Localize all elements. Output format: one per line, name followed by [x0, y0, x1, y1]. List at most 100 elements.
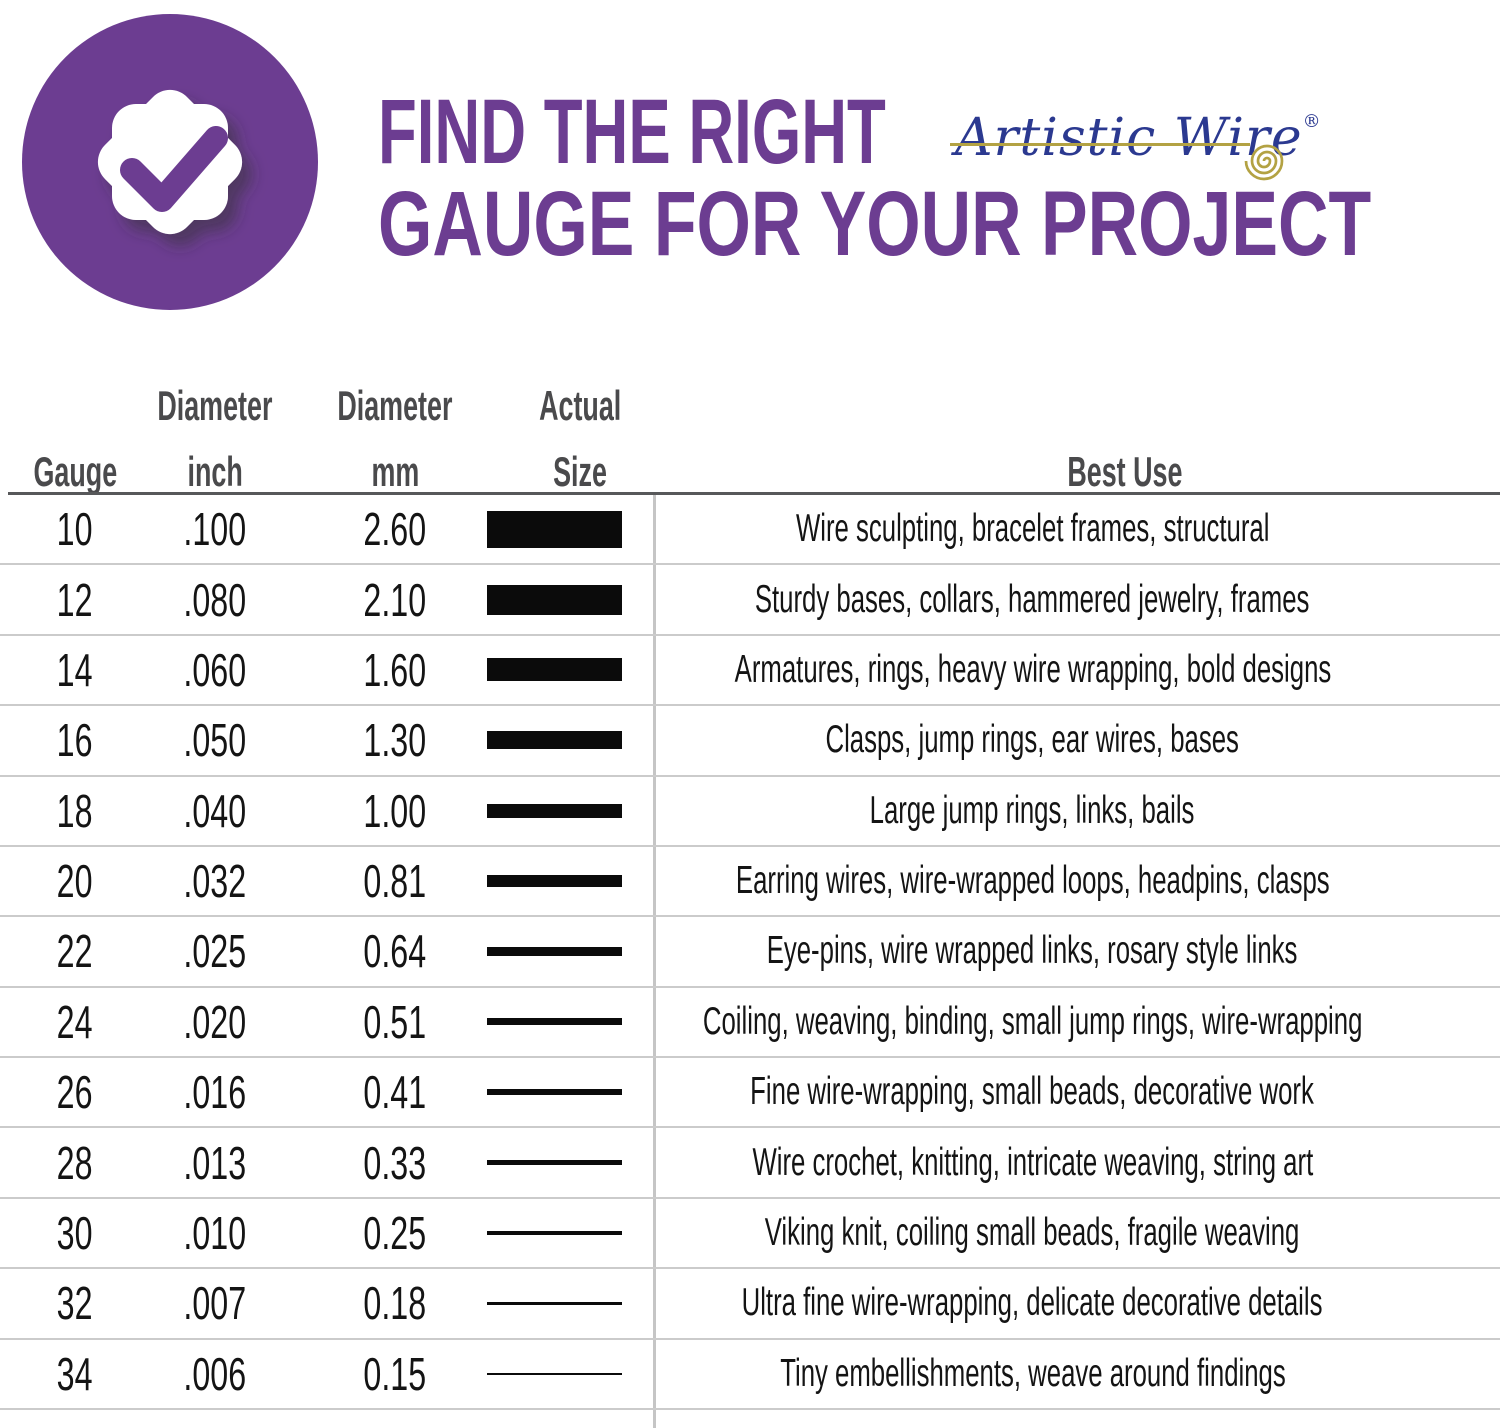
- page-title: FIND THE RIGHT GAUGE FOR YOUR PROJECT: [378, 86, 1500, 270]
- actual-size-cell: [487, 636, 622, 704]
- actual-size-bar: [487, 1230, 622, 1235]
- diameter-mm-cell: 2.60: [330, 495, 460, 563]
- diameter-mm-value: 0.15: [363, 1347, 427, 1400]
- gauge-value: 34: [57, 1347, 93, 1400]
- best-use-value: Armatures, rings, heavy wire wrapping, b…: [734, 647, 1331, 691]
- diameter-inch-cell: .032: [150, 847, 280, 915]
- table-row: 22 .025 0.64 Eye-pins, wire wrapped link…: [0, 917, 1500, 988]
- gauge-value: 16: [57, 714, 93, 767]
- header-underline: [8, 492, 1500, 495]
- gauge-cell: 34: [20, 1340, 130, 1408]
- title-line-2: GAUGE FOR YOUR PROJECT: [378, 173, 1372, 275]
- diameter-mm-cell: 1.00: [330, 777, 460, 845]
- actual-size-bar: [487, 510, 622, 548]
- diameter-mm-cell: 2.10: [330, 565, 460, 633]
- diameter-mm-value: 0.51: [363, 995, 427, 1048]
- diameter-inch-value: .006: [183, 1347, 247, 1400]
- gauge-value: 22: [57, 925, 93, 978]
- best-use-value: Viking knit, coiling small beads, fragil…: [765, 1210, 1300, 1254]
- diameter-inch-cell: .025: [150, 917, 280, 985]
- col-header-size: Size: [553, 448, 608, 495]
- gauge-cell: 26: [20, 1058, 130, 1126]
- gauge-cell: 14: [20, 636, 130, 704]
- diameter-mm-value: 0.33: [363, 1136, 427, 1189]
- diameter-inch-cell: .007: [150, 1269, 280, 1337]
- best-use-value: Ultra fine wire-wrapping, delicate decor…: [742, 1281, 1323, 1325]
- diameter-inch-value: .100: [183, 503, 247, 556]
- col-header-gauge: Gauge: [33, 448, 117, 495]
- actual-size-cell: [487, 777, 622, 845]
- diameter-mm-value: 0.25: [363, 1206, 427, 1259]
- actual-size-cell: [487, 847, 622, 915]
- diameter-mm-value: 1.30: [363, 714, 427, 767]
- col-header-actual-top: Actual: [539, 382, 622, 429]
- diameter-inch-cell: .080: [150, 565, 280, 633]
- gauge-cell: 30: [20, 1199, 130, 1267]
- gauge-cell: 12: [20, 565, 130, 633]
- gauge-cell: 18: [20, 777, 130, 845]
- diameter-inch-value: .016: [183, 1066, 247, 1119]
- diameter-mm-cell: 0.15: [330, 1340, 460, 1408]
- seal-shape: [97, 89, 243, 235]
- brand-logo: Artistic Wire®: [955, 96, 1322, 164]
- best-use-cell: Wire sculpting, bracelet frames, structu…: [660, 495, 1405, 563]
- actual-size-cell: [487, 1199, 622, 1267]
- best-use-cell: Clasps, jump rings, ear wires, bases: [660, 706, 1405, 774]
- table-row: 14 .060 1.60 Armatures, rings, heavy wir…: [0, 636, 1500, 707]
- diameter-mm-value: 0.41: [363, 1066, 427, 1119]
- gauge-cell: 24: [20, 988, 130, 1056]
- diameter-inch-value: .025: [183, 925, 247, 978]
- checkmark-icon: [120, 126, 228, 212]
- brand-name: Artistic Wire: [955, 108, 1303, 168]
- diameter-mm-cell: 0.41: [330, 1058, 460, 1126]
- gauge-value: 26: [57, 1066, 93, 1119]
- title-line-1: FIND THE RIGHT: [378, 81, 886, 183]
- brand-underline: [950, 143, 1250, 146]
- best-use-cell: Armatures, rings, heavy wire wrapping, b…: [660, 636, 1405, 704]
- actual-size-bar: [487, 875, 622, 888]
- diameter-inch-cell: .050: [150, 706, 280, 774]
- table-row: 32 .007 0.18 Ultra fine wire-wrapping, d…: [0, 1269, 1500, 1340]
- best-use-cell: Coiling, weaving, binding, small jump ri…: [660, 988, 1405, 1056]
- actual-size-bar: [487, 1018, 622, 1026]
- diameter-mm-value: 0.81: [363, 855, 427, 908]
- diameter-inch-value: .080: [183, 573, 247, 626]
- best-use-cell: Sturdy bases, collars, hammered jewelry,…: [660, 565, 1405, 633]
- diameter-inch-cell: .060: [150, 636, 280, 704]
- diameter-mm-value: 2.60: [363, 503, 427, 556]
- best-use-value: Wire crochet, knitting, intricate weavin…: [752, 1140, 1313, 1184]
- table-header-top-row: Diameter Diameter Actual: [0, 382, 1500, 429]
- best-use-value: Fine wire-wrapping, small beads, decorat…: [750, 1070, 1315, 1114]
- actual-size-bar: [487, 946, 622, 956]
- gauge-value: 10: [57, 503, 93, 556]
- actual-size-cell: [487, 1058, 622, 1126]
- actual-size-cell: [487, 988, 622, 1056]
- diameter-mm-value: 0.64: [363, 925, 427, 978]
- table-row: 34 .006 0.15 Tiny embellishments, weave …: [0, 1340, 1500, 1410]
- table-row: 16 .050 1.30 Clasps, jump rings, ear wir…: [0, 706, 1500, 777]
- actual-size-bar: [487, 1301, 622, 1305]
- best-use-value: Wire sculpting, bracelet frames, structu…: [795, 507, 1270, 551]
- diameter-mm-cell: 1.30: [330, 706, 460, 774]
- diameter-mm-cell: 0.18: [330, 1269, 460, 1337]
- diameter-inch-value: .050: [183, 714, 247, 767]
- gauge-cell: 32: [20, 1269, 130, 1337]
- actual-size-cell: [487, 1340, 622, 1408]
- diameter-mm-cell: 0.51: [330, 988, 460, 1056]
- actual-size-bar: [487, 1089, 622, 1096]
- column-divider: [653, 495, 656, 1428]
- diameter-mm-cell: 0.64: [330, 917, 460, 985]
- diameter-inch-value: .010: [183, 1206, 247, 1259]
- best-use-cell: Large jump rings, links, bails: [660, 777, 1405, 845]
- best-use-value: Large jump rings, links, bails: [870, 788, 1195, 832]
- table-row: 28 .013 0.33 Wire crochet, knitting, int…: [0, 1128, 1500, 1199]
- diameter-inch-cell: .006: [150, 1340, 280, 1408]
- registered-mark: ®: [1302, 111, 1322, 132]
- best-use-value: Tiny embellishments, weave around findin…: [779, 1351, 1286, 1395]
- gauge-cell: 22: [20, 917, 130, 985]
- diameter-mm-value: 0.18: [363, 1277, 427, 1330]
- gauge-value: 32: [57, 1277, 93, 1330]
- table-row: 12 .080 2.10 Sturdy bases, collars, hamm…: [0, 565, 1500, 636]
- gauge-value: 20: [57, 855, 93, 908]
